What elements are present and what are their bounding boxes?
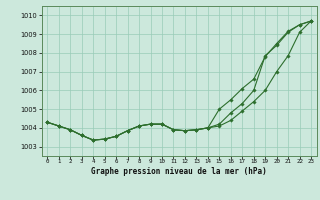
- X-axis label: Graphe pression niveau de la mer (hPa): Graphe pression niveau de la mer (hPa): [91, 167, 267, 176]
